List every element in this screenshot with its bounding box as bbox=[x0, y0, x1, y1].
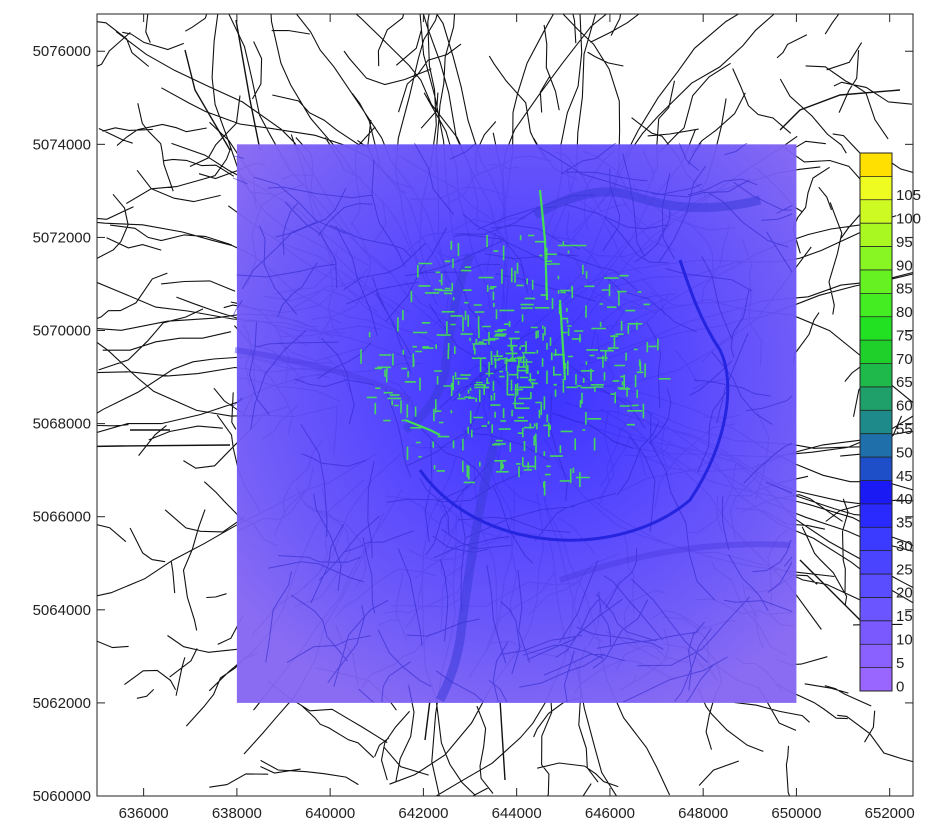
colorbar-band bbox=[860, 293, 892, 318]
colorbar-band bbox=[860, 223, 892, 248]
colorbar-label: 30 bbox=[896, 538, 913, 555]
colorbar-band bbox=[860, 433, 892, 458]
colorbar-band bbox=[860, 527, 892, 552]
colorbar-label: 25 bbox=[896, 561, 913, 578]
colorbar-label: 60 bbox=[896, 398, 913, 415]
colorbar-frame bbox=[859, 152, 893, 692]
colorbar-band bbox=[860, 316, 892, 341]
colorbar-label: 35 bbox=[896, 515, 913, 532]
colorbar-label: 55 bbox=[896, 421, 913, 438]
colorbar-label: 80 bbox=[896, 304, 913, 321]
x-tick-label: 640000 bbox=[305, 805, 355, 822]
river-band bbox=[402, 187, 762, 702]
x-tick-label: 638000 bbox=[212, 805, 262, 822]
x-tick-label: 650000 bbox=[771, 805, 821, 822]
y-tick-label: 5076000 bbox=[33, 43, 91, 60]
concentration-field bbox=[236, 144, 797, 703]
channel-band bbox=[234, 347, 791, 583]
colorbar-band bbox=[860, 457, 892, 481]
colorbar-band bbox=[860, 269, 892, 294]
x-tick-label: 642000 bbox=[398, 805, 448, 822]
colorbar-band bbox=[860, 574, 892, 598]
colorbar-label: 65 bbox=[896, 374, 913, 391]
colorbar-label: 0 bbox=[896, 678, 904, 695]
colorbar-label: 40 bbox=[896, 491, 913, 508]
x-tick-label: 648000 bbox=[678, 805, 728, 822]
hotspot-segments bbox=[360, 234, 671, 496]
y-tick-label: 5064000 bbox=[33, 602, 91, 619]
colorbar-band bbox=[860, 667, 892, 692]
y-tick-label: 5060000 bbox=[33, 788, 91, 805]
colorbar-band bbox=[860, 386, 892, 411]
colorbar-band bbox=[860, 550, 892, 575]
colorbar-label: 95 bbox=[896, 234, 913, 251]
y-tick-label: 5072000 bbox=[33, 229, 91, 246]
x-tick-label: 644000 bbox=[492, 805, 542, 822]
y-tick-label: 5074000 bbox=[33, 136, 91, 153]
colorbar-band bbox=[860, 480, 892, 505]
y-axis: 5060000506200050640005066000506800050700… bbox=[33, 43, 913, 805]
y-tick-label: 5066000 bbox=[33, 509, 91, 526]
colorbar-label: 10 bbox=[896, 632, 913, 649]
colorbar-band bbox=[860, 176, 892, 201]
colorbar-band bbox=[860, 363, 892, 388]
colorbar-label: 85 bbox=[896, 281, 913, 298]
y-tick-label: 5068000 bbox=[33, 416, 91, 433]
colorbar-label: 20 bbox=[896, 585, 913, 602]
colorbar-band bbox=[860, 246, 892, 271]
x-tick-label: 652000 bbox=[865, 805, 915, 822]
x-tick-label: 636000 bbox=[119, 805, 169, 822]
hotspot-main-roads bbox=[404, 189, 567, 436]
colorbar-label: 50 bbox=[896, 444, 913, 461]
ring-road bbox=[418, 259, 730, 542]
plot-frame bbox=[96, 13, 914, 797]
colorbar-band bbox=[860, 410, 892, 435]
colorbar-label: 5 bbox=[896, 655, 904, 672]
colorbar-label: 90 bbox=[896, 257, 913, 274]
highway-lines bbox=[97, 19, 901, 781]
colorbar-label: 70 bbox=[896, 351, 913, 368]
concentration-detail bbox=[233, 143, 792, 702]
colorbar-label: 45 bbox=[896, 468, 913, 485]
colorbar-band bbox=[860, 503, 892, 528]
colorbar-legend: 0 5 10 15 20 25 30 35 40 45 50 55 60 65 70 75 80 85 90 95 10… bbox=[859, 152, 921, 695]
colorbar-label: 15 bbox=[896, 608, 913, 625]
colorbar-label: 100 bbox=[896, 210, 921, 227]
colorbar-label: 75 bbox=[896, 327, 913, 344]
concentration-grid bbox=[233, 143, 797, 703]
colorbar-label: 105 bbox=[896, 187, 921, 204]
x-axis: 636000 638000 640000 642000 644000 646000 6480… bbox=[119, 14, 915, 822]
y-tick-label: 5062000 bbox=[33, 695, 91, 712]
colorbar-band bbox=[860, 597, 892, 622]
colorbar-band bbox=[860, 644, 892, 669]
x-tick-label: 646000 bbox=[585, 805, 635, 822]
colorbar-band bbox=[860, 340, 892, 365]
road-imprint bbox=[233, 143, 792, 702]
colorbar-band bbox=[860, 620, 892, 645]
y-tick-label: 5070000 bbox=[33, 323, 91, 340]
colorbar-band-top bbox=[860, 153, 892, 177]
colorbar-band bbox=[860, 199, 892, 224]
